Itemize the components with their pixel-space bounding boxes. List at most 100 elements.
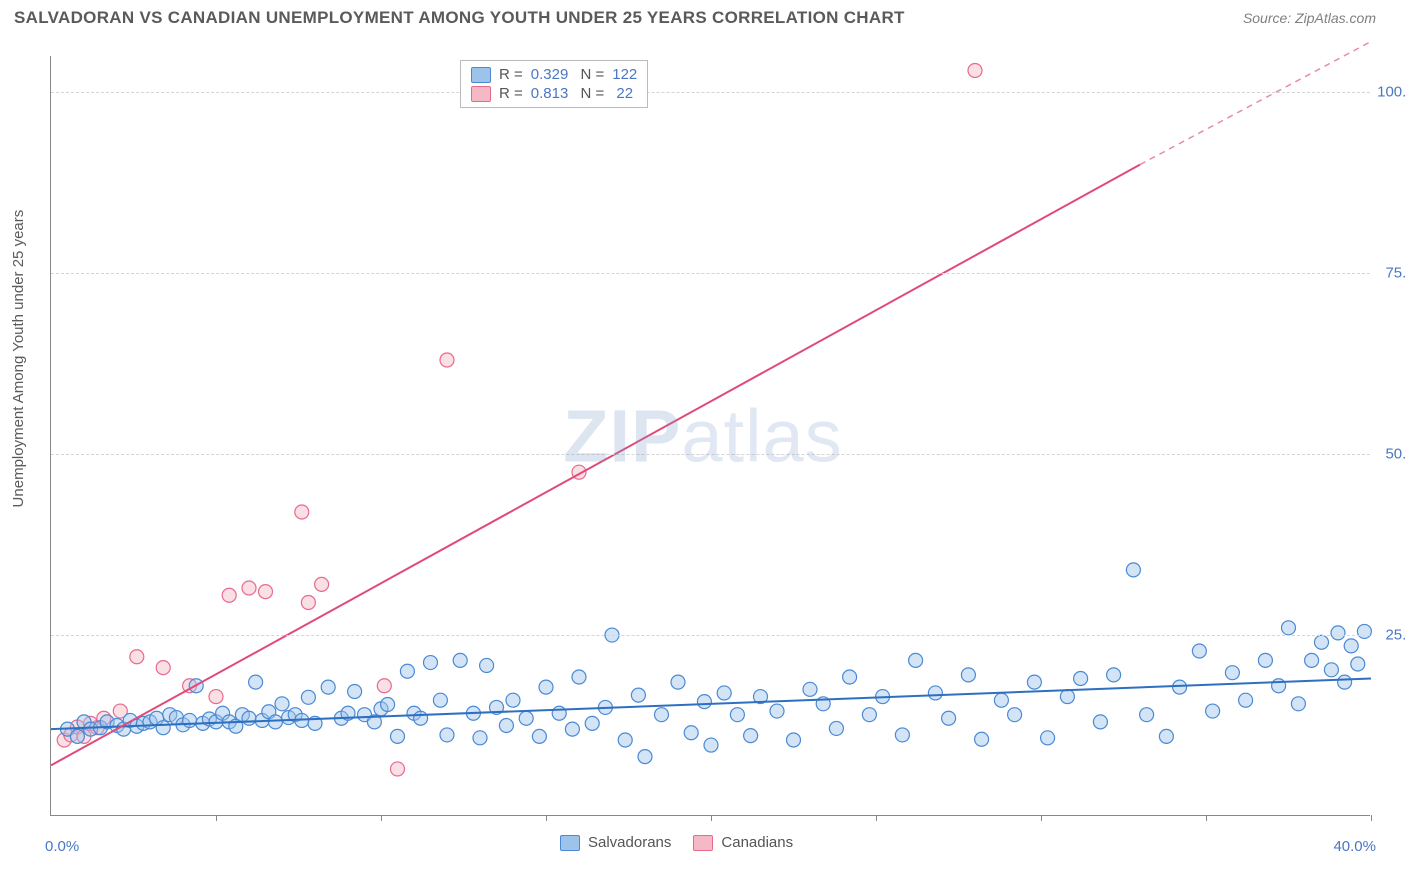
series-legend: Salvadorans Canadians: [560, 834, 793, 851]
x-tick: [216, 815, 217, 821]
data-point: [400, 664, 414, 678]
data-point: [942, 711, 956, 725]
legend-r-label: R =: [499, 85, 523, 102]
data-point: [631, 688, 645, 702]
data-point: [156, 721, 170, 735]
data-point: [1272, 679, 1286, 693]
data-point: [130, 650, 144, 664]
chart-source: Source: ZipAtlas.com: [1243, 10, 1376, 26]
data-point: [1126, 563, 1140, 577]
data-point: [1357, 624, 1371, 638]
grid-line: [51, 92, 1370, 93]
data-point: [295, 505, 309, 519]
data-point: [433, 693, 447, 707]
data-point: [552, 706, 566, 720]
y-tick-label: 100.0%: [1377, 84, 1406, 101]
data-point: [671, 675, 685, 689]
grid-line: [51, 273, 1370, 274]
data-point: [655, 708, 669, 722]
data-point: [618, 733, 632, 747]
legend-n-canadians: 22: [612, 85, 633, 102]
data-point: [1093, 715, 1107, 729]
data-point: [506, 693, 520, 707]
data-point: [1041, 731, 1055, 745]
legend-n-label: N =: [576, 66, 604, 83]
data-point: [440, 728, 454, 742]
data-point: [895, 728, 909, 742]
data-point: [1027, 675, 1041, 689]
data-point: [1282, 621, 1296, 635]
data-point: [1107, 668, 1121, 682]
x-tick: [876, 815, 877, 821]
data-point: [315, 577, 329, 591]
x-tick: [546, 815, 547, 821]
data-point: [684, 726, 698, 740]
data-point: [348, 685, 362, 699]
correlation-legend: R = 0.329 N = 122 R = 0.813 N = 22: [460, 60, 648, 108]
legend-label-salvadorans: Salvadorans: [588, 834, 671, 851]
data-point: [1324, 663, 1338, 677]
data-point: [928, 686, 942, 700]
data-point: [1239, 693, 1253, 707]
data-point: [268, 715, 282, 729]
chart-title: SALVADORAN VS CANADIAN UNEMPLOYMENT AMON…: [14, 8, 905, 28]
data-point: [301, 690, 315, 704]
data-point: [480, 658, 494, 672]
x-tick-right: 40.0%: [1333, 838, 1376, 855]
y-tick-label: 50.0%: [1385, 446, 1406, 463]
data-point: [572, 670, 586, 684]
x-tick-left: 0.0%: [45, 838, 79, 855]
data-point: [242, 711, 256, 725]
chart-container: Unemployment Among Youth under 25 years …: [0, 36, 1406, 886]
data-point: [301, 595, 315, 609]
grid-line: [51, 454, 1370, 455]
data-point: [259, 585, 273, 599]
swatch-salvadorans: [471, 67, 491, 83]
legend-r-canadians: 0.813: [531, 85, 569, 102]
data-point: [473, 731, 487, 745]
swatch-salvadorans-bottom: [560, 835, 580, 851]
data-point: [519, 711, 533, 725]
data-point: [275, 697, 289, 711]
data-point: [1305, 653, 1319, 667]
data-point: [70, 729, 84, 743]
legend-n-salvadorans: 122: [612, 66, 637, 83]
data-point: [585, 716, 599, 730]
data-point: [1140, 708, 1154, 722]
data-point: [975, 732, 989, 746]
data-point: [532, 729, 546, 743]
data-point: [909, 653, 923, 667]
plot-svg: [51, 56, 1370, 815]
data-point: [321, 680, 335, 694]
trend-canadians: [51, 165, 1140, 766]
data-point: [249, 675, 263, 689]
data-point: [803, 682, 817, 696]
legend-label-canadians: Canadians: [721, 834, 793, 851]
legend-n-label: N =: [576, 85, 604, 102]
data-point: [539, 680, 553, 694]
data-point: [1060, 690, 1074, 704]
data-point: [1331, 626, 1345, 640]
legend-row-salvadorans: R = 0.329 N = 122: [471, 65, 637, 84]
trend-salvadorans: [51, 678, 1371, 729]
x-tick: [1206, 815, 1207, 821]
data-point: [770, 704, 784, 718]
y-tick-label: 25.0%: [1385, 627, 1406, 644]
data-point: [209, 690, 223, 704]
data-point: [414, 711, 428, 725]
trend-canadians-extrapolated: [1140, 42, 1371, 165]
data-point: [1344, 639, 1358, 653]
data-point: [381, 698, 395, 712]
x-tick: [711, 815, 712, 821]
swatch-canadians: [471, 86, 491, 102]
data-point: [994, 693, 1008, 707]
legend-row-canadians: R = 0.813 N = 22: [471, 84, 637, 103]
data-point: [1351, 657, 1365, 671]
data-point: [1206, 704, 1220, 718]
data-point: [829, 721, 843, 735]
data-point: [1258, 653, 1272, 667]
grid-line: [51, 635, 1370, 636]
data-point: [744, 729, 758, 743]
legend-item-salvadorans: Salvadorans: [560, 834, 671, 851]
data-point: [1074, 671, 1088, 685]
